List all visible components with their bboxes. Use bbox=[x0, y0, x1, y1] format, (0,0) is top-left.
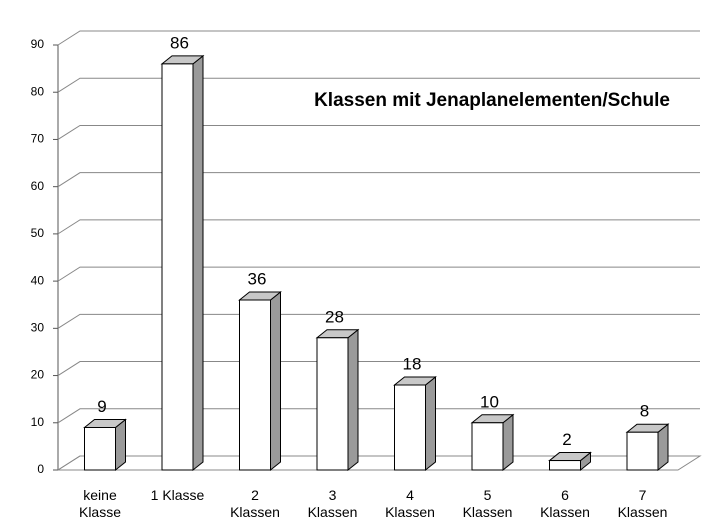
bar bbox=[84, 427, 116, 471]
grid-line bbox=[57, 172, 700, 188]
grid-line bbox=[57, 77, 700, 93]
bar-side bbox=[425, 375, 436, 472]
y-tick-label: 10 bbox=[31, 415, 45, 429]
bar bbox=[316, 337, 349, 471]
y-tick-label: 90 bbox=[31, 37, 45, 51]
y-tick-label: 0 bbox=[37, 462, 44, 476]
x-tick-label: 3 Klassen bbox=[307, 487, 358, 520]
grid-line bbox=[57, 455, 700, 471]
x-tick-label: keine Klasse bbox=[78, 487, 122, 520]
bar bbox=[626, 431, 659, 471]
x-tick-label: 2 Klassen bbox=[230, 487, 280, 520]
value-label: 2 bbox=[562, 430, 571, 449]
y-tick-label: 60 bbox=[31, 179, 45, 193]
bar bbox=[239, 299, 271, 471]
chart-title: Klassen mit Jenaplanelementen/Schule bbox=[314, 90, 670, 111]
x-tick-label: 4 Klassen bbox=[385, 487, 435, 520]
bar-side bbox=[347, 328, 359, 472]
x-tick-label: 5 Klassen bbox=[462, 487, 513, 520]
value-label: 28 bbox=[325, 307, 344, 326]
x-tick-label: 7 Klassen bbox=[617, 487, 668, 520]
bar bbox=[549, 460, 581, 471]
bar bbox=[471, 422, 504, 471]
bar bbox=[161, 63, 194, 471]
value-label: 10 bbox=[480, 392, 499, 411]
x-tick-label: 1 Klasse bbox=[150, 487, 205, 503]
floor bbox=[56, 455, 702, 471]
grid-line bbox=[57, 219, 700, 235]
value-label: 18 bbox=[403, 354, 422, 373]
value-label: 9 bbox=[97, 397, 106, 416]
grid-line bbox=[57, 361, 700, 376]
bar-side bbox=[502, 413, 514, 472]
value-label: 36 bbox=[248, 269, 267, 288]
grid-line bbox=[57, 266, 700, 282]
x-tick-label: 6 Klassen bbox=[540, 487, 590, 520]
y-tick-label: 30 bbox=[31, 321, 45, 335]
grid-line bbox=[57, 124, 700, 140]
bar bbox=[394, 384, 426, 471]
value-label: 8 bbox=[640, 402, 649, 421]
grid-line bbox=[57, 30, 700, 46]
bar-side bbox=[192, 54, 204, 472]
y-tick-label: 80 bbox=[31, 84, 45, 98]
grid-line bbox=[57, 313, 700, 329]
grid-line bbox=[57, 408, 700, 424]
y-tick-label: 40 bbox=[31, 273, 45, 287]
y-tick-label: 50 bbox=[31, 226, 45, 240]
bar-side bbox=[270, 290, 281, 472]
y-tick-label: 20 bbox=[31, 368, 45, 382]
y-tick-label: 70 bbox=[31, 132, 45, 146]
value-label: 86 bbox=[170, 33, 189, 52]
bar-side bbox=[115, 418, 126, 472]
